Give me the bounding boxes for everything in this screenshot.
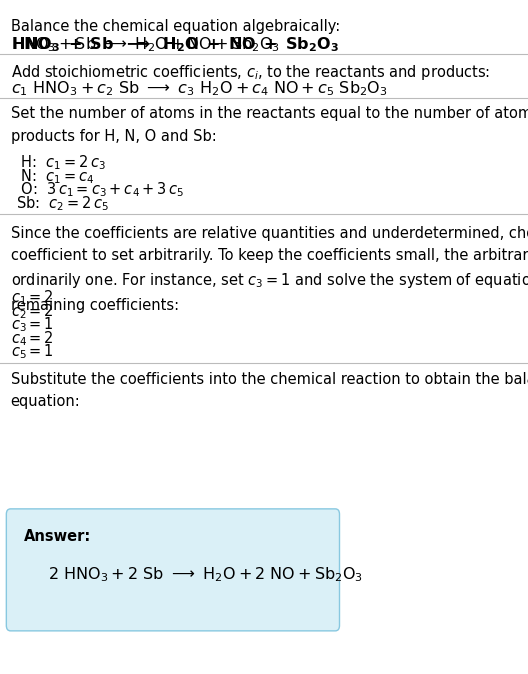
Text: H:  $c_1 = 2\,c_3$: H: $c_1 = 2\,c_3$ (16, 154, 106, 173)
Text: Set the number of atoms in the reactants equal to the number of atoms in the
pro: Set the number of atoms in the reactants… (11, 106, 528, 144)
Text: $c_1\ \mathrm{HNO_3} + c_2\ \mathrm{Sb} \ \longrightarrow \ c_3\ \mathrm{H_2O} +: $c_1\ \mathrm{HNO_3} + c_2\ \mathrm{Sb} … (11, 79, 388, 98)
Text: $\mathrm{HNO_3 + Sb \ \longrightarrow \ H_2O + NO + Sb_2O_3}$: $\mathrm{HNO_3 + Sb \ \longrightarrow \ … (11, 35, 279, 54)
Text: $\mathbf{HNO_3}$$\mathbf{\ +\ Sb\ \ \longrightarrow\ \ H_2O\ +\ NO\ +\ Sb_2O_3}$: $\mathbf{HNO_3}$$\mathbf{\ +\ Sb\ \ \lon… (11, 35, 338, 54)
Text: $c_5 = 1$: $c_5 = 1$ (11, 342, 53, 361)
Text: Add stoichiometric coefficients, $c_i$, to the reactants and products:: Add stoichiometric coefficients, $c_i$, … (11, 63, 490, 82)
FancyBboxPatch shape (6, 509, 340, 631)
Text: O:  $3\,c_1 = c_3 + c_4 + 3\,c_5$: O: $3\,c_1 = c_3 + c_4 + 3\,c_5$ (16, 181, 184, 200)
Text: $2\ \mathrm{HNO_3} + 2\ \mathrm{Sb}\ \longrightarrow\ \mathrm{H_2O} + 2\ \mathrm: $2\ \mathrm{HNO_3} + 2\ \mathrm{Sb}\ \lo… (48, 565, 363, 584)
Text: $c_3 = 1$: $c_3 = 1$ (11, 315, 53, 334)
Text: Balance the chemical equation algebraically:: Balance the chemical equation algebraica… (11, 19, 340, 34)
Text: $c_1 = 2$: $c_1 = 2$ (11, 288, 53, 307)
Text: N:  $c_1 = c_4$: N: $c_1 = c_4$ (16, 167, 95, 186)
Text: Substitute the coefficients into the chemical reaction to obtain the balanced
eq: Substitute the coefficients into the che… (11, 372, 528, 409)
Text: Since the coefficients are relative quantities and underdetermined, choose a
coe: Since the coefficients are relative quan… (11, 226, 528, 313)
Text: $c_4 = 2$: $c_4 = 2$ (11, 329, 53, 348)
Text: Answer:: Answer: (24, 529, 91, 544)
Text: $c_2 = 2$: $c_2 = 2$ (11, 302, 53, 321)
Text: Sb:  $c_2 = 2\,c_5$: Sb: $c_2 = 2\,c_5$ (16, 194, 109, 213)
